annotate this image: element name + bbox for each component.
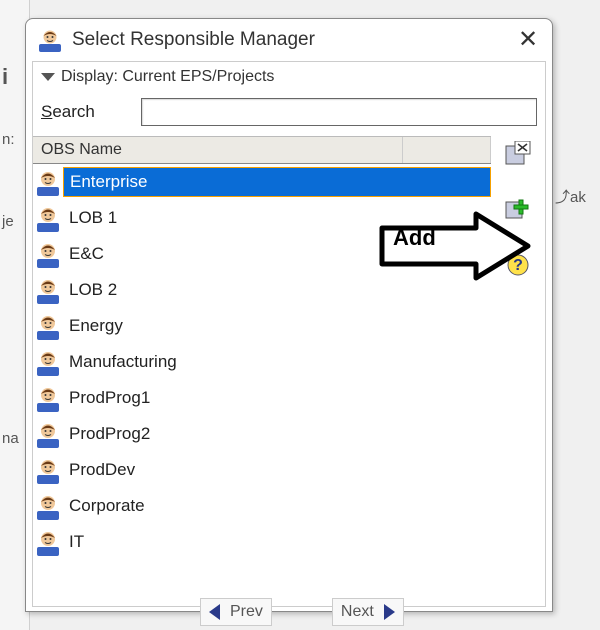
obs-row[interactable]: ProdDev <box>33 452 491 488</box>
obs-row[interactable]: IT <box>33 524 491 560</box>
help-button[interactable]: ? <box>503 250 533 280</box>
obs-grid: OBS Name Enterprise LOB 1 E&C LOB 2 Ener… <box>33 136 491 606</box>
obs-row-label: Enterprise <box>63 167 491 197</box>
obs-row[interactable]: LOB 2 <box>33 272 491 308</box>
person-icon <box>33 239 63 269</box>
manager-icon <box>36 26 64 54</box>
bg-text-fragment: na <box>2 430 19 447</box>
person-icon <box>33 455 63 485</box>
column-header-obs[interactable]: OBS Name <box>33 137 403 163</box>
obs-row[interactable]: ProdProg1 <box>33 380 491 416</box>
obs-row[interactable]: Corporate <box>33 488 491 524</box>
prev-button[interactable]: Prev <box>200 598 272 626</box>
bg-text-fragment: i <box>2 64 8 90</box>
person-icon <box>33 203 63 233</box>
obs-row-label: Corporate <box>63 492 491 520</box>
bg-text-fragment: ⤴ak <box>555 186 586 207</box>
obs-row-label: LOB 2 <box>63 276 491 304</box>
display-label: Display: Current EPS/Projects <box>61 68 274 86</box>
triangle-left-icon <box>209 604 220 620</box>
search-input[interactable] <box>141 98 537 126</box>
obs-row[interactable]: Energy <box>33 308 491 344</box>
display-dropdown[interactable]: Display: Current EPS/Projects <box>33 62 545 92</box>
obs-row-label: ProdProg1 <box>63 384 491 412</box>
bg-text-fragment: n: <box>2 131 15 148</box>
dialog-title: Select Responsible Manager <box>72 29 514 51</box>
column-header-blank[interactable] <box>403 137 491 163</box>
person-icon <box>33 419 63 449</box>
person-icon <box>33 275 63 305</box>
bg-text-fragment: je <box>2 213 14 230</box>
chevron-down-icon <box>41 73 55 81</box>
obs-row[interactable]: ProdProg2 <box>33 416 491 452</box>
prev-label: Prev <box>230 603 263 621</box>
triangle-right-icon <box>384 604 395 620</box>
obs-row-label: ProdDev <box>63 456 491 484</box>
person-icon <box>33 347 63 377</box>
next-label: Next <box>341 603 374 621</box>
person-icon <box>33 311 63 341</box>
obs-row-label: Energy <box>63 312 491 340</box>
obs-row-label: LOB 1 <box>63 204 491 232</box>
svg-text:?: ? <box>513 257 523 274</box>
obs-row[interactable]: LOB 1 <box>33 200 491 236</box>
obs-row[interactable]: Manufacturing <box>33 344 491 380</box>
person-icon <box>33 167 63 197</box>
person-icon <box>33 383 63 413</box>
add-button[interactable] <box>503 194 533 224</box>
remove-assign-button[interactable] <box>503 138 533 168</box>
grid-header: OBS Name <box>33 137 491 164</box>
obs-row-label: IT <box>63 528 491 556</box>
person-icon <box>33 527 63 557</box>
search-label: Search <box>41 102 141 122</box>
obs-row-label: Manufacturing <box>63 348 491 376</box>
dialog-titlebar: Select Responsible Manager ✕ <box>26 19 552 61</box>
obs-row-label: ProdProg2 <box>63 420 491 448</box>
select-manager-dialog: Select Responsible Manager ✕ Display: Cu… <box>25 18 553 612</box>
obs-row[interactable]: E&C <box>33 236 491 272</box>
close-button[interactable]: ✕ <box>514 26 542 54</box>
obs-row-label: E&C <box>63 240 491 268</box>
person-icon <box>33 491 63 521</box>
obs-row[interactable]: Enterprise <box>33 164 491 200</box>
next-button[interactable]: Next <box>332 598 404 626</box>
